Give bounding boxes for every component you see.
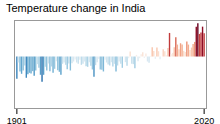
svg-text:2020: 2020: [194, 116, 214, 124]
html-text:Temperature change in India: Temperature change in India: [6, 2, 146, 14]
svg-text:1901: 1901: [7, 116, 27, 124]
